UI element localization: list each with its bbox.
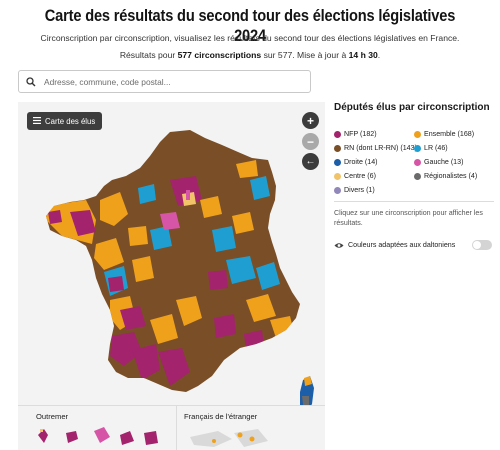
list-icon: [33, 116, 41, 126]
back-arrow-button[interactable]: ←: [302, 153, 319, 170]
legend-label: Gauche (13): [424, 158, 464, 166]
elected-map-button[interactable]: Carte des élus: [27, 112, 103, 130]
legend-swatch: [334, 186, 341, 194]
search-input[interactable]: [44, 76, 294, 87]
inset-maps: [18, 405, 325, 450]
legend-label: Droite (14): [344, 158, 378, 166]
legend-item-lr: LR (46): [414, 144, 448, 152]
legend-item-centre: Centre (6): [334, 172, 376, 180]
search-icon: [26, 76, 42, 87]
zoom-in-button[interactable]: +: [302, 112, 319, 129]
eye-icon: [334, 236, 344, 254]
colorblind-toggle[interactable]: [472, 240, 492, 250]
results-middle: sur 577. Mise à jour à: [261, 50, 349, 60]
france-map[interactable]: [18, 102, 325, 450]
legend-swatch: [414, 172, 421, 180]
legend-swatch: [334, 144, 341, 152]
legend-swatch: [334, 158, 341, 166]
page-title: Carte des résultats du second tour des é…: [44, 6, 456, 45]
sidebar-divider: [334, 201, 494, 202]
legend-swatch: [414, 144, 421, 152]
etranger-inset[interactable]: [190, 429, 268, 447]
results-suffix: .: [377, 50, 381, 60]
legend-item-divers: Divers (1): [334, 186, 375, 194]
click-hint: Cliquez sur une circonscription pour aff…: [334, 209, 483, 227]
elected-map-button-label: Carte des élus: [45, 116, 96, 126]
legend-label: NFP (182): [344, 130, 377, 138]
page-subtitle: Circonscription par circonscription, vis…: [40, 33, 460, 43]
outremer-inset[interactable]: [38, 427, 158, 445]
legend-item-rn: RN (dont LR-RN) (143): [334, 144, 417, 152]
legend-item-gauche: Gauche (13): [414, 158, 463, 166]
toggle-knob: [473, 241, 481, 249]
legend-swatch: [414, 130, 421, 138]
results-sidebar: Députés élus par circonscription: [334, 102, 492, 113]
legend-item-droite: Droite (14): [334, 158, 378, 166]
legend-item-ensemble: Ensemble (168): [414, 130, 474, 138]
results-prefix: Résultats pour: [119, 50, 178, 60]
legend-label: Centre (6): [344, 172, 376, 180]
etranger-label: Français de l'étranger: [184, 412, 258, 421]
search-box[interactable]: [18, 70, 311, 93]
colorblind-toggle-row[interactable]: Couleurs adaptées aux daltoniens: [334, 238, 494, 252]
outremer-label: Outremer: [36, 412, 69, 421]
zoom-out-button[interactable]: −: [302, 133, 319, 150]
legend-swatch: [414, 158, 421, 166]
results-status: Résultats pour 577 circonscriptions sur …: [0, 50, 500, 60]
legend-label: Régionalistes (4): [424, 172, 478, 180]
legend-label: LR (46): [424, 144, 448, 152]
legend-swatch: [334, 130, 341, 138]
sidebar-title: Députés élus par circonscription: [334, 102, 490, 113]
legend-item-nfp: NFP (182): [334, 130, 377, 138]
map-panel[interactable]: [18, 102, 325, 450]
colorblind-label: Couleurs adaptées aux daltoniens: [348, 241, 456, 249]
results-time: 14 h 30: [348, 50, 378, 60]
legend-swatch: [334, 172, 341, 180]
results-count: 577 circonscriptions: [177, 50, 262, 60]
legend-label: RN (dont LR-RN) (143): [344, 144, 417, 152]
inset-strip: [18, 405, 325, 450]
legend-item-regionalistes: Régionalistes (4): [414, 172, 477, 180]
legend-label: Divers (1): [344, 186, 375, 194]
legend-label: Ensemble (168): [424, 130, 475, 138]
